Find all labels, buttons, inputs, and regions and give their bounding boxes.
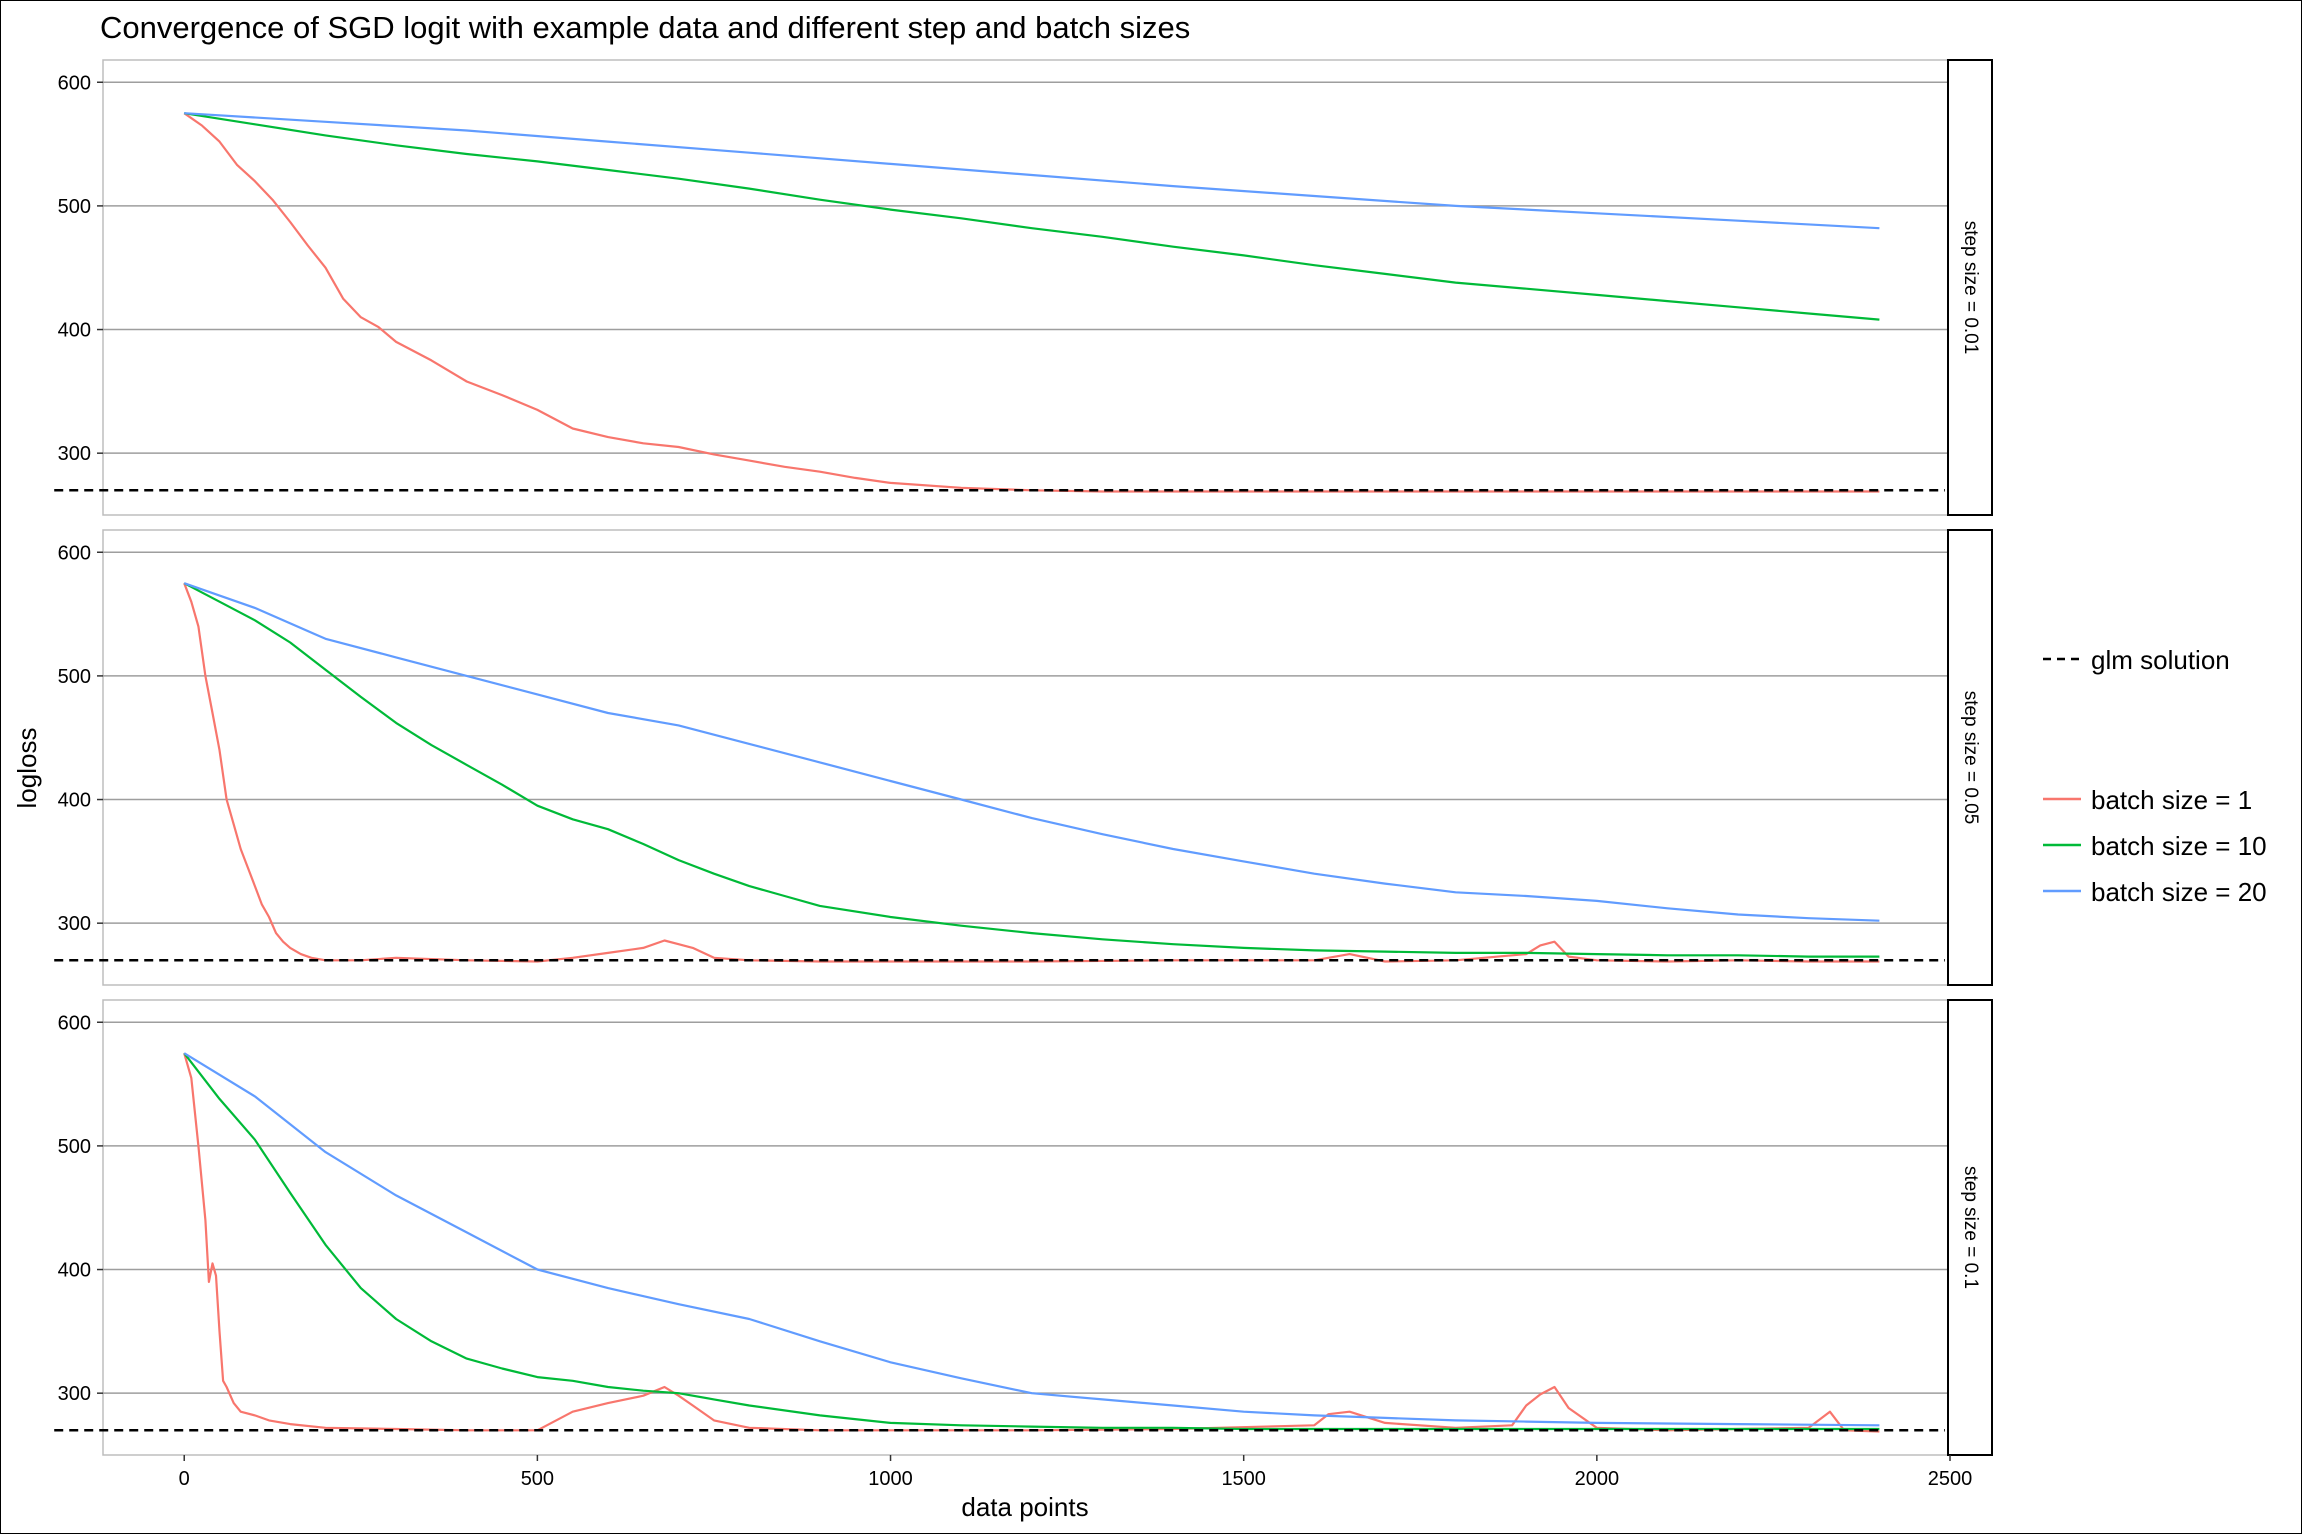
series-line-batch-20: [183, 1052, 1880, 1427]
legend-batch-10-label: batch size = 10: [2091, 831, 2267, 861]
legend-glm-label: glm solution: [2091, 645, 2230, 675]
legend-batch-20-label: batch size = 20: [2091, 877, 2267, 907]
y-tick-label: 600: [58, 1012, 91, 1034]
y-axis-title: logloss: [12, 728, 42, 809]
panels: 300 400 500 600 step size = 0.01 300 400 500 600…: [54, 59, 1993, 1456]
series-line-batch-10: [183, 582, 1880, 958]
chart-title: Convergence of SGD logit with example da…: [100, 10, 1190, 45]
panel-3: 300 400 500 600 step size = 0.1: [54, 999, 1993, 1456]
y-tick-label: 400: [58, 320, 91, 342]
panel-2: 300 400 500 600 step size = 0.05: [54, 529, 1993, 986]
y-tick-label: 400: [58, 1260, 91, 1282]
y-tick-label: 400: [58, 790, 91, 812]
facet-strip: [1947, 999, 1993, 1456]
panel-border: [102, 59, 1951, 516]
legend: glm solution batch size = 1 batch size =…: [2043, 645, 2267, 907]
panel-border: [102, 999, 1951, 1456]
facet-strip-label: step size = 0.05: [1960, 691, 1981, 825]
facet-strip-label: step size = 0.01: [1960, 221, 1981, 355]
x-axis: 0 500 1000 1500 2000 2500: [179, 1455, 1973, 1490]
x-tick-label: 500: [521, 1468, 554, 1490]
x-tick-label: 1000: [868, 1468, 913, 1490]
y-tick-label: 300: [58, 913, 91, 935]
x-tick-label: 2000: [1575, 1468, 1620, 1490]
x-tick-label: 0: [179, 1468, 190, 1490]
panel-1: 300 400 500 600 step size = 0.01: [54, 59, 1993, 516]
facet-strip: [1947, 59, 1993, 516]
series-line-batch-1: [183, 1052, 1880, 1433]
x-tick-label: 2500: [1928, 1468, 1973, 1490]
x-axis-title: data points: [961, 1492, 1088, 1522]
y-tick-label: 300: [58, 443, 91, 465]
panel-border: [102, 529, 1951, 986]
facet-strip: [1947, 529, 1993, 986]
y-tick-label: 600: [58, 72, 91, 94]
x-tick-label: 1500: [1221, 1468, 1266, 1490]
series-line-batch-10: [184, 112, 1880, 321]
series-line-batch-20: [184, 112, 1880, 230]
y-tick-label: 600: [58, 542, 91, 564]
series-line-batch-10: [183, 1052, 1880, 1431]
legend-batch-1-label: batch size = 1: [2091, 785, 2252, 815]
facet-strip-label: step size = 0.1: [1960, 1166, 1981, 1289]
y-tick-label: 500: [58, 1136, 91, 1158]
y-tick-label: 500: [58, 666, 91, 688]
y-tick-label: 300: [58, 1383, 91, 1405]
y-tick-label: 500: [58, 196, 91, 218]
series-line-batch-20: [183, 582, 1880, 922]
